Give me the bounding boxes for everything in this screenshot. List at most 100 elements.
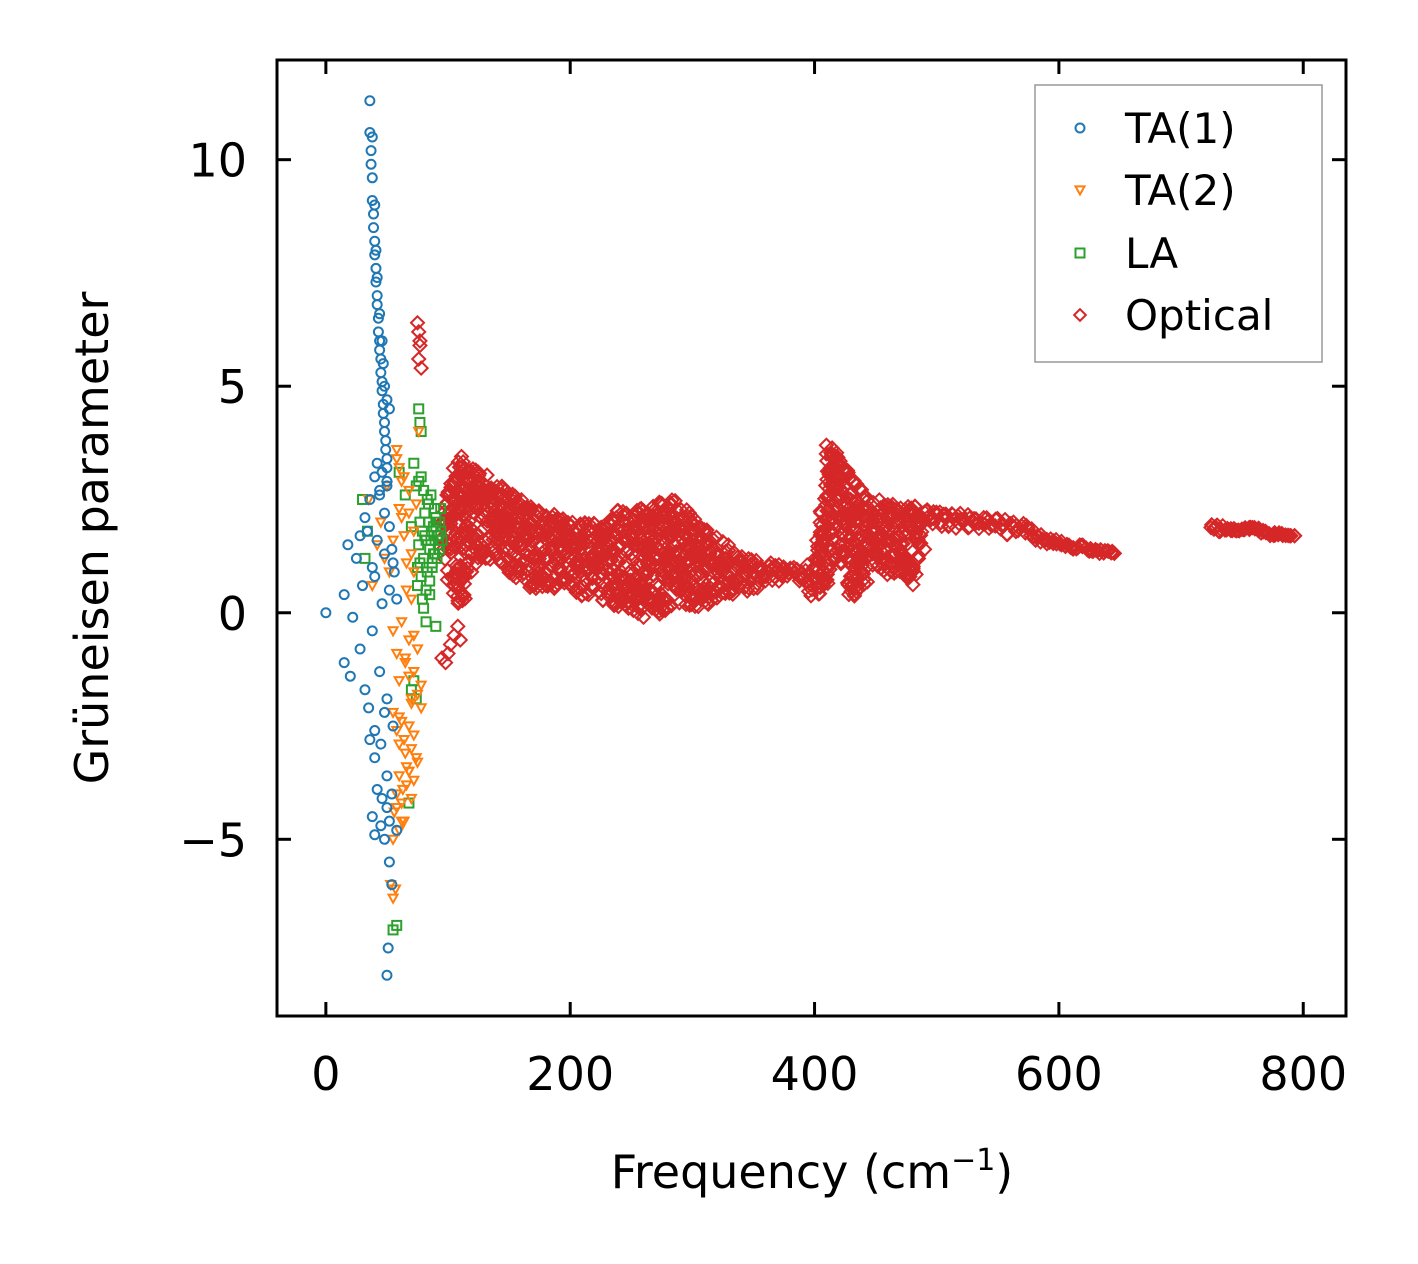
optical-point — [904, 564, 921, 580]
optical-point — [687, 567, 703, 583]
optical-point — [479, 467, 495, 484]
optical-point — [892, 555, 908, 571]
optical-point — [845, 474, 862, 491]
optical-point — [413, 360, 430, 377]
optical-point — [895, 535, 911, 552]
optical-point — [910, 550, 927, 567]
ta1-point — [379, 833, 391, 845]
ta1-point — [383, 856, 395, 868]
ta2-point — [395, 617, 408, 629]
ta2-point — [392, 463, 406, 475]
y-tick-label: 0 — [218, 587, 247, 641]
ta1-point — [391, 593, 403, 605]
legend-markers — [1072, 122, 1088, 323]
ta2-point — [366, 580, 379, 593]
optical-point — [601, 543, 618, 560]
ta1-point — [374, 666, 386, 678]
optical-point — [465, 530, 482, 547]
ta1-point — [374, 344, 386, 356]
ta2-point — [397, 735, 411, 747]
ta1-point — [371, 534, 383, 546]
optical-point — [477, 533, 493, 550]
optical-point — [412, 337, 428, 354]
x-tick-label: 0 — [311, 1047, 340, 1101]
optical-point — [803, 581, 820, 598]
ta2-point — [390, 802, 403, 815]
optical-point — [708, 529, 725, 546]
optical-point — [1106, 545, 1123, 562]
ta2-point — [410, 499, 423, 511]
optical-point — [555, 532, 572, 549]
ta1-point — [365, 158, 377, 170]
optical-point — [849, 568, 865, 584]
x-axis-label: Frequency (cm−1) — [611, 1143, 1014, 1199]
optical-point — [523, 533, 540, 550]
ta1-point — [371, 290, 383, 302]
ta1-point — [371, 457, 383, 469]
la-point — [419, 507, 431, 519]
ta2-point — [392, 503, 406, 516]
optical-point — [908, 566, 924, 583]
optical-point — [714, 556, 731, 573]
ta2-point — [383, 567, 396, 579]
optical-point — [623, 545, 640, 562]
optical-point — [410, 351, 427, 367]
ta1-point — [386, 788, 398, 800]
optical-point — [700, 596, 717, 613]
ta1-point — [350, 552, 362, 564]
ta2-point — [395, 816, 408, 828]
ta2-point — [386, 626, 400, 638]
optical-point — [537, 564, 554, 581]
la-point — [418, 602, 430, 614]
ta1-point — [388, 566, 400, 578]
ta1-point — [365, 145, 377, 157]
optical-point — [701, 532, 718, 549]
ta1-point — [364, 734, 376, 746]
ta2-point — [395, 476, 408, 488]
optical-point — [855, 490, 871, 507]
optical-point — [865, 494, 882, 511]
optical-point — [629, 502, 645, 519]
ta2-point — [400, 558, 413, 570]
ta1-point — [368, 208, 380, 220]
optical-point — [672, 519, 689, 536]
optical-point — [574, 586, 591, 603]
ta2-point — [386, 535, 400, 547]
ta2-point — [399, 657, 412, 670]
la-point — [424, 589, 436, 601]
ta1-point — [386, 879, 398, 891]
optical-point — [454, 585, 471, 602]
optical-point — [497, 482, 514, 499]
optical-point — [673, 581, 689, 598]
ta1-point — [375, 367, 387, 379]
optical-point — [819, 571, 835, 588]
ta2-point — [405, 793, 418, 806]
optical-point — [879, 532, 896, 549]
la-point — [427, 548, 439, 560]
ta1-point — [372, 326, 384, 338]
optical-point — [412, 332, 428, 349]
la-point — [408, 457, 420, 469]
optical-point — [659, 592, 676, 609]
ta1-point — [371, 271, 383, 283]
scatter-points — [320, 95, 1303, 981]
ta2-point — [405, 594, 418, 606]
optical-point — [705, 531, 721, 548]
ta1-point — [364, 493, 376, 505]
optical-point — [617, 506, 633, 523]
plot-frame — [275, 58, 1348, 1018]
optical-point — [855, 536, 872, 553]
ta2-point — [390, 789, 403, 801]
ta1-point — [371, 299, 383, 311]
ta2-point — [407, 630, 421, 642]
optical-point — [673, 501, 690, 518]
legend-marker — [1072, 307, 1088, 323]
ta1-point — [369, 752, 381, 764]
optical-point — [601, 580, 618, 597]
legend-marker — [1074, 122, 1086, 134]
ta1-point — [380, 435, 392, 447]
la-point — [430, 620, 442, 632]
ta1-point — [370, 244, 382, 256]
optical-point — [409, 314, 426, 331]
ta2-point — [392, 676, 406, 688]
